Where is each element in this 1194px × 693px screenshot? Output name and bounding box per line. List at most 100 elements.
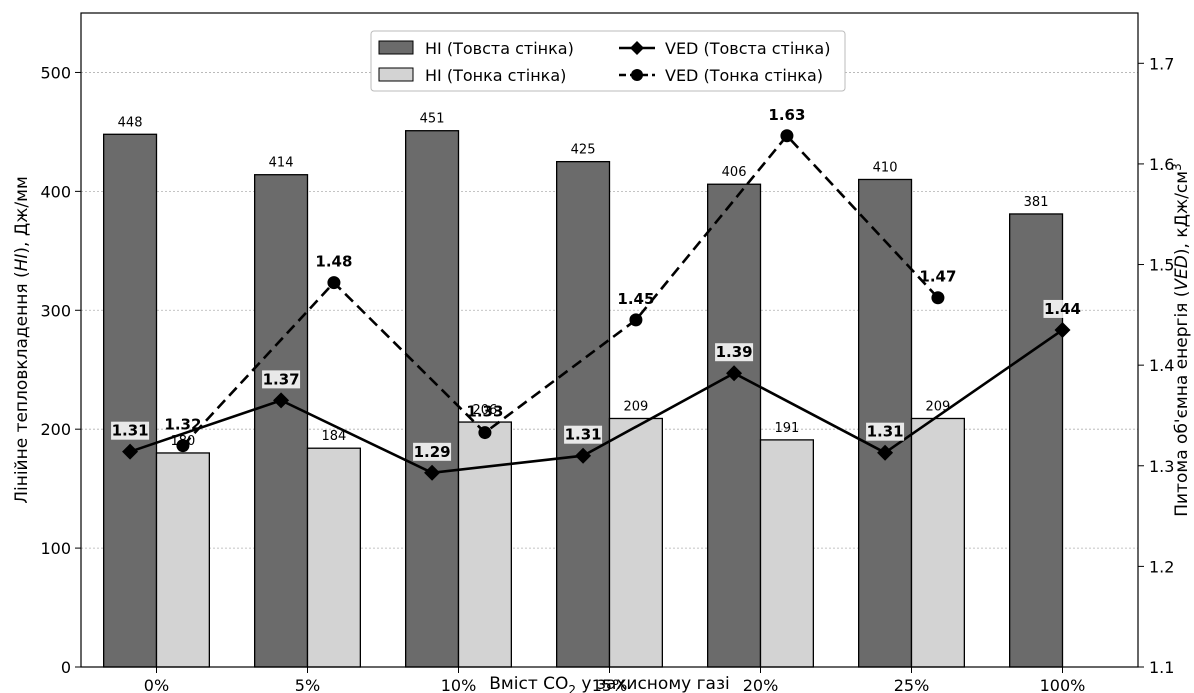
- ved-value-label: 1.63: [768, 106, 805, 124]
- legend-swatch: [378, 40, 414, 55]
- ved-value-label: 1.31: [112, 422, 149, 440]
- bar-value-label: 414: [269, 156, 294, 171]
- ved-label-bg: [111, 421, 150, 440]
- x-tick-label: 20%: [743, 676, 779, 693]
- y-axis-right-title: Питома об'ємна енергія (VED), кДж/см3: [1170, 163, 1192, 516]
- y-right-tick-label: 1.4: [1149, 356, 1174, 375]
- y-left-tick-label: 500: [40, 63, 71, 82]
- ved-thick-marker: [273, 392, 290, 409]
- y-axis-right-title-superscript: 3: [1170, 163, 1184, 171]
- x-tick-label: 0%: [144, 676, 169, 693]
- ved-label-bg: [564, 425, 603, 444]
- bar-value-label: 425: [571, 143, 596, 158]
- axes: 0 100 200 300 400 500 1.1 1.2 1.3 1.4 1.5 1.6 1.7 0% 5…: [40, 54, 1174, 693]
- y-left-tick-label: 0: [61, 658, 71, 677]
- y-right-tick-label: 1.7: [1149, 54, 1174, 73]
- ved-thin-marker: [931, 291, 945, 305]
- ved-thin-marker: [478, 426, 492, 440]
- ved-thick-marker: [1054, 321, 1071, 338]
- ved-value-label: 1.37: [263, 370, 300, 388]
- legend-label: HI (Тонка стінка): [425, 66, 566, 85]
- ved-thick-marker: [122, 443, 139, 460]
- y-right-tick-label: 1.5: [1149, 256, 1174, 275]
- y-right-tick-label: 1.2: [1149, 557, 1174, 576]
- legend-label: VED (Тонка стінка): [665, 66, 823, 85]
- bar-thin-wall: [759, 439, 814, 668]
- ved-value-label: 1.45: [617, 290, 654, 308]
- bar-thin-wall: [608, 417, 663, 668]
- y-axis-left-title: Лінійне тепловкладення (HI), Дж/мм: [12, 176, 32, 504]
- x-tick-label: 10%: [441, 676, 477, 693]
- data-labels: 448 414 451 425 406 410 381 180 184 206 209 191 209 1…: [111, 106, 1082, 461]
- y-right-tick-label: 1.6: [1149, 155, 1174, 174]
- bar-value-label: 381: [1024, 195, 1049, 210]
- x-tick-label: 5%: [295, 676, 320, 693]
- y-right-tick-label: 1.3: [1149, 457, 1174, 476]
- bar-thin-wall: [457, 421, 512, 668]
- bar-value-label: 410: [873, 160, 898, 175]
- y-axis-right-title-italic: VED: [1172, 255, 1192, 290]
- y-left-tick-label: 200: [40, 420, 71, 439]
- x-axis-title: Вміст CO2 у захисному газі: [489, 674, 729, 693]
- bar-value-label: 406: [722, 165, 747, 180]
- x-axis-title-subscript: 2: [568, 683, 576, 693]
- bar-value-label: 451: [420, 112, 445, 127]
- y-left-tick-label: 300: [40, 301, 71, 320]
- legend-label: HI (Товста стінка): [425, 39, 574, 58]
- bar-value-label: 180: [171, 434, 196, 449]
- bar-thin-wall: [155, 452, 210, 668]
- ved-thin-marker: [176, 439, 190, 453]
- bar-thick-wall: [103, 133, 158, 668]
- bar-value-label: 191: [775, 421, 800, 436]
- bar-value-label: 209: [926, 399, 951, 414]
- y-axis-left-title-italic: HI: [12, 254, 32, 272]
- ved-value-label: 1.29: [414, 443, 451, 461]
- x-tick-label: 15%: [592, 676, 628, 693]
- ved-value-label: 1.31: [867, 423, 904, 441]
- ved-value-label: 1.31: [565, 426, 602, 444]
- bar-thick-wall: [253, 174, 309, 668]
- ved-thin-marker: [327, 276, 341, 290]
- y-left-tick-label: 400: [40, 182, 71, 201]
- y-left-tick-label: 100: [40, 539, 71, 558]
- bar-thick-wall: [1009, 213, 1064, 668]
- bar-value-label: 209: [624, 399, 649, 414]
- ved-thick-marker: [877, 444, 894, 461]
- legend-label: VED (Товста стінка): [665, 39, 830, 58]
- bar-thin-wall: [306, 447, 361, 668]
- ved-lines: [122, 129, 1071, 481]
- bar-value-label: 184: [322, 429, 347, 444]
- x-tick-label: 100%: [1040, 676, 1086, 693]
- ved-thick-marker: [424, 464, 441, 481]
- bars: [103, 130, 1064, 668]
- bar-thin-wall: [910, 417, 965, 668]
- ved-label-bg: [413, 442, 452, 461]
- y-axis-right-title-part-1: Питома об'ємна енергія (: [1172, 291, 1192, 517]
- ved-thin-marker: [629, 313, 643, 327]
- ved-value-label: 1.44: [1044, 300, 1081, 318]
- ved-value-label: 1.48: [315, 253, 352, 271]
- bar-thick-wall: [404, 130, 460, 668]
- ved-label-bg: [262, 370, 301, 389]
- ved-value-label: 1.47: [919, 268, 956, 286]
- ved-thick-marker: [575, 447, 592, 464]
- ved-thick-marker: [726, 365, 743, 382]
- y-axis-left-title-part-1: Лінійне тепловкладення (: [12, 271, 32, 503]
- bar-value-label: 206: [473, 403, 498, 418]
- ved-label-bg: [715, 343, 754, 362]
- ved-thin-line: [181, 133, 939, 447]
- bar-value-label: 448: [118, 115, 143, 130]
- legend: HI (Товста стінка) HI (Тонка стінка) VED (…: [370, 30, 846, 92]
- ved-value-label: 1.33: [466, 403, 503, 421]
- legend-box: [370, 30, 846, 92]
- bar-thick-wall: [707, 183, 762, 668]
- legend-marker: [631, 69, 643, 81]
- y-axis-right-title-part-2: ), кДж/см: [1172, 171, 1192, 255]
- ved-label-bg: [1043, 299, 1082, 318]
- ved-value-label: 1.32: [164, 416, 201, 434]
- y-right-tick-label: 1.1: [1149, 658, 1174, 677]
- bar-thick-wall: [556, 160, 611, 668]
- legend-marker: [630, 41, 644, 55]
- y-axis-left-title-part-2: ), Дж/мм: [12, 176, 32, 253]
- ved-thin-marker: [780, 129, 794, 143]
